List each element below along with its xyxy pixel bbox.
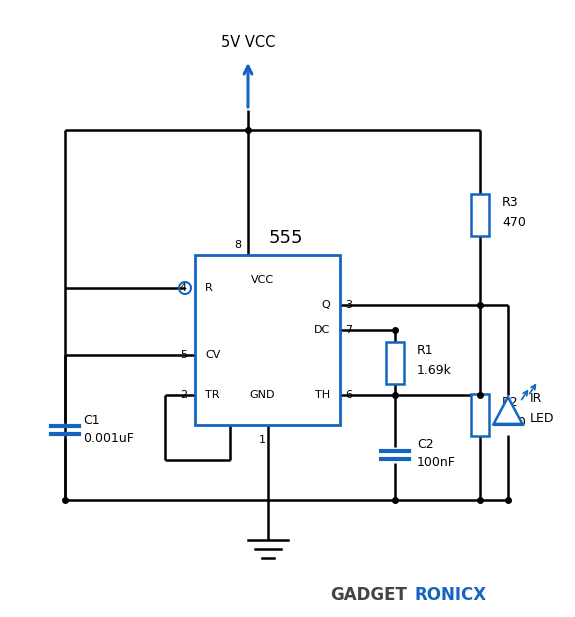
Text: 7: 7 [345, 325, 352, 335]
Text: IR: IR [530, 392, 542, 405]
Text: C2: C2 [417, 439, 434, 452]
Bar [195, 255, 340, 425]
Polygon shape [493, 397, 523, 424]
Bar [471, 394, 489, 436]
Text: R1: R1 [417, 344, 434, 357]
Text: 8: 8 [235, 240, 242, 250]
Text: 555: 555 [269, 229, 303, 247]
Text: TH: TH [315, 390, 330, 400]
Text: R2: R2 [502, 397, 519, 410]
Text: LED: LED [530, 413, 554, 426]
Text: 1: 1 [259, 435, 266, 445]
Text: TR: TR [205, 390, 220, 400]
Text: Q: Q [321, 300, 330, 310]
Text: 5V VCC: 5V VCC [221, 35, 275, 50]
Text: 1.69k: 1.69k [417, 364, 452, 377]
Text: CV: CV [205, 350, 220, 360]
Text: 4: 4 [180, 283, 187, 293]
Text: 3: 3 [345, 300, 352, 310]
Text: 5: 5 [180, 350, 187, 360]
Text: 470: 470 [502, 217, 526, 230]
Text: VCC: VCC [251, 275, 274, 285]
Text: C1: C1 [83, 413, 99, 426]
Text: R: R [205, 283, 213, 293]
Text: GND: GND [250, 390, 275, 400]
Text: 2: 2 [180, 390, 187, 400]
Text: 100nF: 100nF [417, 457, 456, 470]
Text: 0.001uF: 0.001uF [83, 431, 134, 444]
Text: DC: DC [314, 325, 330, 335]
Bar [471, 194, 489, 236]
Text: RONICX: RONICX [415, 586, 487, 604]
Bar [386, 341, 404, 384]
Text: 470: 470 [502, 416, 526, 429]
Text: R3: R3 [502, 196, 519, 210]
Text: 6: 6 [345, 390, 352, 400]
Text: GADGET: GADGET [330, 586, 407, 604]
